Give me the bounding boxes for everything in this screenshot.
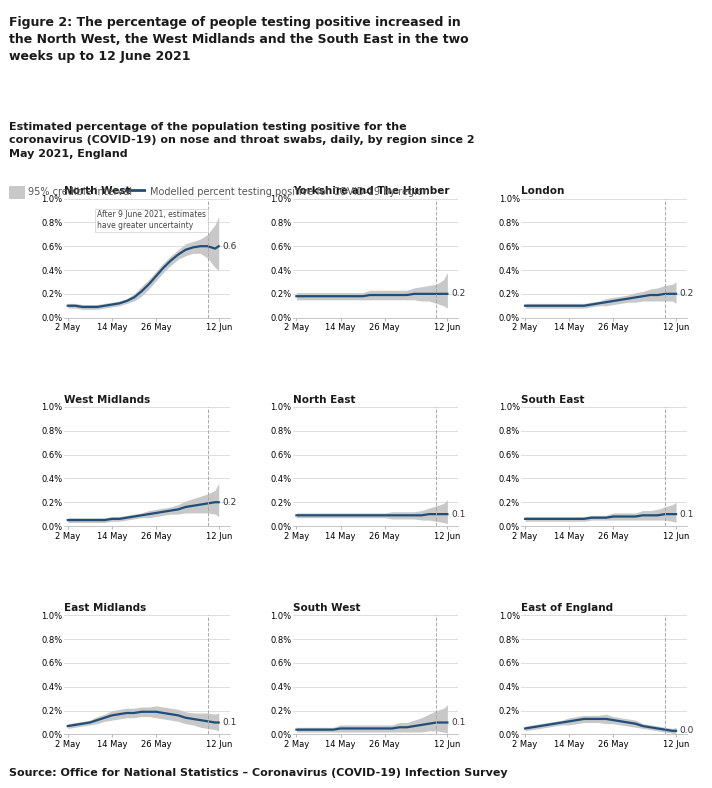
Text: Modelled percent testing positive for COVID-19 by region: Modelled percent testing positive for CO… — [150, 188, 429, 197]
Text: 0.2: 0.2 — [451, 289, 466, 299]
Text: East Midlands: East Midlands — [64, 603, 147, 613]
Text: 0.1: 0.1 — [222, 718, 237, 727]
Text: 0.1: 0.1 — [451, 718, 466, 727]
Text: Estimated percentage of the population testing positive for the
coronavirus (COV: Estimated percentage of the population t… — [9, 122, 475, 158]
Text: West Midlands: West Midlands — [64, 395, 150, 405]
Text: East of England: East of England — [521, 603, 614, 613]
Text: North East: North East — [293, 395, 355, 405]
Text: London: London — [521, 187, 565, 196]
Text: 0.1: 0.1 — [680, 510, 694, 519]
Text: Figure 2: The percentage of people testing positive increased in
the North West,: Figure 2: The percentage of people testi… — [9, 16, 469, 63]
Text: 0.0: 0.0 — [680, 727, 694, 735]
Text: Yorkshire and The Humber: Yorkshire and The Humber — [293, 187, 449, 196]
Text: 0.2: 0.2 — [222, 498, 236, 507]
Text: After 9 June 2021, estimates
have greater uncertainty: After 9 June 2021, estimates have greate… — [98, 210, 206, 230]
Text: 95% credible interval: 95% credible interval — [28, 188, 132, 197]
Text: 0.2: 0.2 — [680, 289, 694, 299]
Text: South West: South West — [293, 603, 360, 613]
Text: Source: Office for National Statistics – Coronavirus (COVID-19) Infection Survey: Source: Office for National Statistics –… — [9, 768, 508, 778]
Text: 0.6: 0.6 — [222, 242, 237, 251]
Text: 0.1: 0.1 — [451, 510, 466, 519]
Text: South East: South East — [521, 395, 585, 405]
Text: North West: North West — [64, 187, 130, 196]
